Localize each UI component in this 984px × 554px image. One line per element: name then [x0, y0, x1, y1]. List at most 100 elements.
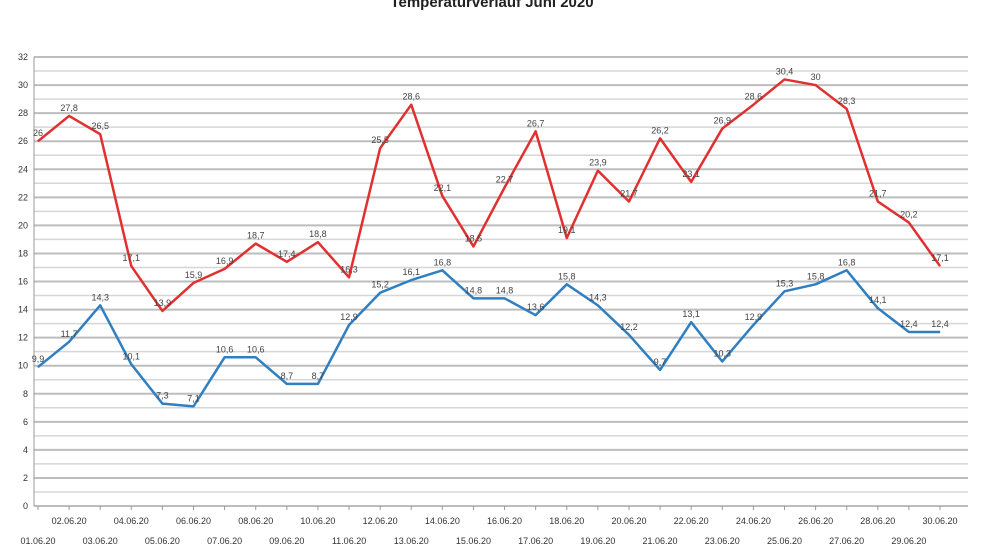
data-label: 18,7 — [247, 231, 265, 241]
data-point — [566, 237, 568, 239]
data-point — [441, 269, 443, 271]
data-point — [908, 331, 910, 333]
data-point — [815, 283, 817, 285]
x-tick-label: 13.06.20 — [394, 536, 429, 546]
data-point — [877, 307, 879, 309]
data-point — [783, 78, 785, 80]
data-label: 10,6 — [216, 344, 234, 354]
x-tick-label: 05.06.20 — [145, 536, 180, 546]
data-label: 9,9 — [32, 354, 45, 364]
data-label: 14,3 — [91, 292, 109, 302]
y-tick-label: 22 — [18, 192, 28, 202]
y-tick-label: 14 — [18, 305, 28, 315]
x-tick-label: 18.06.20 — [549, 516, 584, 526]
data-point — [68, 341, 70, 343]
y-tick-label: 30 — [18, 80, 28, 90]
data-point — [504, 297, 506, 299]
data-label: 26,7 — [527, 118, 545, 128]
x-tick-label: 30.06.20 — [922, 516, 957, 526]
data-point — [566, 283, 568, 285]
data-point — [659, 369, 661, 371]
series-line-0 — [37, 78, 942, 313]
data-label: 15,8 — [807, 271, 825, 281]
y-tick-label: 26 — [18, 136, 28, 146]
data-label: 12,9 — [340, 312, 358, 322]
data-label: 17,1 — [123, 253, 141, 263]
data-point — [317, 383, 319, 385]
data-label: 30,4 — [776, 66, 794, 76]
data-label: 28,3 — [838, 96, 856, 106]
data-label: 10,6 — [247, 344, 265, 354]
data-label: 20,2 — [900, 210, 918, 220]
y-tick-label: 8 — [23, 389, 28, 399]
data-point — [783, 290, 785, 292]
data-point — [379, 292, 381, 294]
data-point — [908, 222, 910, 224]
data-label: 13,6 — [527, 302, 545, 312]
data-label: 23,1 — [682, 169, 700, 179]
x-tick-label: 07.06.20 — [207, 536, 242, 546]
data-label: 22,1 — [434, 183, 452, 193]
x-tick-label: 27.06.20 — [829, 536, 864, 546]
y-tick-label: 18 — [18, 248, 28, 258]
y-tick-label: 28 — [18, 108, 28, 118]
data-point — [348, 324, 350, 326]
x-tick-label: 19.06.20 — [580, 536, 615, 546]
data-label: 30 — [811, 72, 821, 82]
data-point — [286, 261, 288, 263]
data-point — [628, 334, 630, 336]
data-label: 23,9 — [589, 158, 607, 168]
x-tick-label: 02.06.20 — [52, 516, 87, 526]
data-point — [690, 181, 692, 183]
y-tick-label: 12 — [18, 333, 28, 343]
data-label: 16,3 — [340, 264, 358, 274]
data-label: 27,8 — [60, 103, 78, 113]
data-label: 28,6 — [402, 92, 420, 102]
data-point — [659, 137, 661, 139]
y-tick-label: 16 — [18, 277, 28, 287]
data-label: 8,7 — [312, 371, 325, 381]
data-label: 16,8 — [434, 257, 452, 267]
data-point — [37, 366, 39, 368]
data-label: 7,1 — [187, 393, 200, 403]
data-point — [472, 245, 474, 247]
data-point — [939, 265, 941, 267]
x-tick-label: 22.06.20 — [674, 516, 709, 526]
data-point — [379, 147, 381, 149]
data-label: 10,3 — [714, 348, 732, 358]
data-point — [939, 331, 941, 333]
data-point — [161, 310, 163, 312]
data-point — [99, 133, 101, 135]
data-label: 21,7 — [869, 189, 887, 199]
data-point — [161, 403, 163, 405]
data-point — [37, 140, 39, 142]
data-point — [752, 104, 754, 106]
x-tick-label: 20.06.20 — [611, 516, 646, 526]
data-label: 22,7 — [496, 174, 514, 184]
data-label: 12,4 — [931, 319, 949, 329]
x-tick-label: 24.06.20 — [736, 516, 771, 526]
data-point — [752, 324, 754, 326]
data-label: 15,8 — [558, 271, 576, 281]
data-point — [690, 321, 692, 323]
data-point — [193, 282, 195, 284]
data-point — [286, 383, 288, 385]
data-label: 12,4 — [900, 319, 918, 329]
data-label: 18,5 — [465, 233, 483, 243]
data-label: 26,9 — [714, 116, 732, 126]
data-point — [877, 201, 879, 203]
data-label: 16,9 — [216, 256, 234, 266]
data-label: 28,6 — [745, 92, 763, 102]
data-point — [721, 360, 723, 362]
data-point — [130, 265, 132, 267]
y-tick-label: 6 — [23, 417, 28, 427]
data-point — [721, 128, 723, 130]
data-point — [224, 268, 226, 270]
data-label: 16,8 — [838, 257, 856, 267]
chart-title: Temperaturverlauf Juni 2020 — [390, 0, 594, 11]
x-tick-label: 12.06.20 — [363, 516, 398, 526]
data-label: 15,2 — [371, 280, 389, 290]
data-point — [472, 297, 474, 299]
x-tick-label: 25.06.20 — [767, 536, 802, 546]
data-label: 17,1 — [931, 253, 949, 263]
